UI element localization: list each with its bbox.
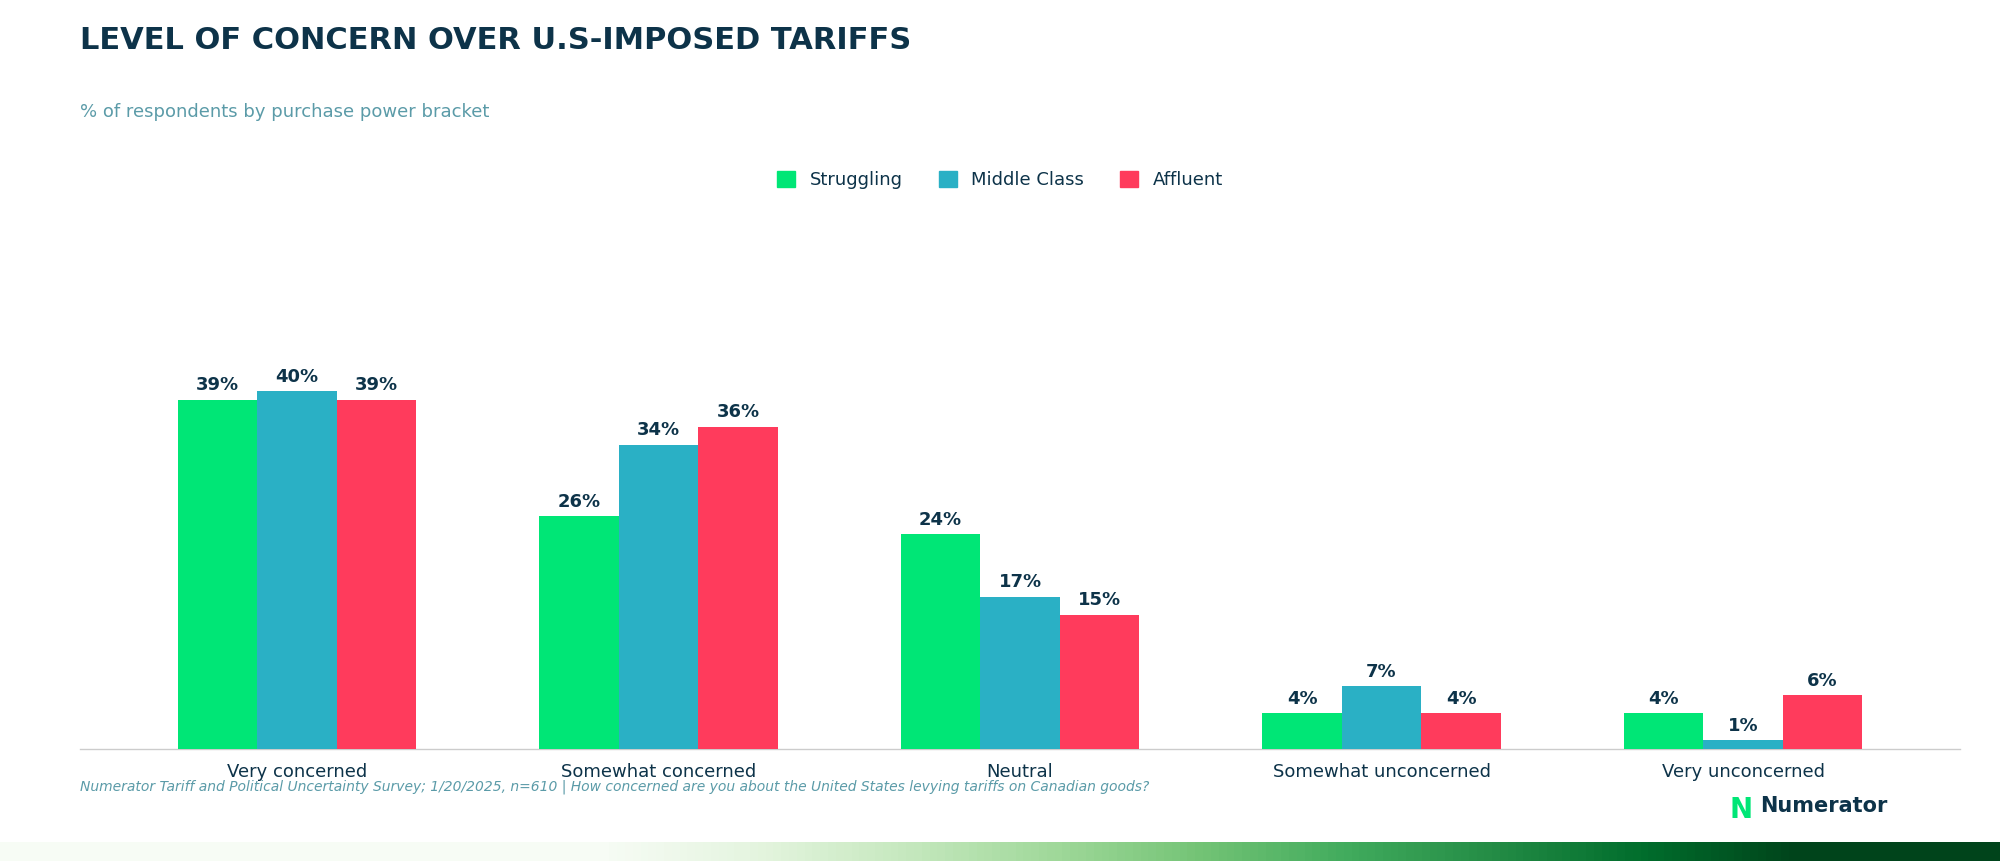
- Bar: [1782, 696, 1862, 749]
- Text: 36%: 36%: [716, 403, 760, 421]
- Text: 34%: 34%: [636, 421, 680, 439]
- Text: 24%: 24%: [918, 511, 962, 529]
- Text: 4%: 4%: [1648, 690, 1678, 708]
- Text: LEVEL OF CONCERN OVER U.S-IMPOSED TARIFFS: LEVEL OF CONCERN OVER U.S-IMPOSED TARIFF…: [80, 26, 912, 55]
- Text: 7%: 7%: [1366, 663, 1396, 681]
- Bar: [1262, 713, 1342, 749]
- Bar: [1422, 713, 1500, 749]
- Bar: [698, 427, 778, 749]
- Text: 4%: 4%: [1446, 690, 1476, 708]
- Bar: [980, 597, 1060, 749]
- Legend: Struggling, Middle Class, Affluent: Struggling, Middle Class, Affluent: [770, 164, 1230, 196]
- Text: 39%: 39%: [354, 376, 398, 394]
- Text: % of respondents by purchase power bracket: % of respondents by purchase power brack…: [80, 103, 490, 121]
- Bar: [1060, 615, 1140, 749]
- Text: Numerator: Numerator: [1760, 796, 1888, 816]
- Bar: [618, 444, 698, 749]
- Bar: [1704, 740, 1782, 749]
- Bar: [540, 517, 618, 749]
- Text: Numerator Tariff and Political Uncertainty Survey; 1/20/2025, n=610 | How concer: Numerator Tariff and Political Uncertain…: [80, 779, 1150, 794]
- Text: 39%: 39%: [196, 376, 238, 394]
- Bar: [178, 400, 258, 749]
- Text: 17%: 17%: [998, 573, 1042, 592]
- Text: 1%: 1%: [1728, 716, 1758, 734]
- Bar: [1342, 686, 1422, 749]
- Text: 4%: 4%: [1286, 690, 1318, 708]
- Text: 40%: 40%: [276, 368, 318, 386]
- Text: N: N: [1730, 796, 1754, 825]
- Text: 26%: 26%: [558, 492, 600, 511]
- Text: 6%: 6%: [1808, 672, 1838, 690]
- Bar: [258, 391, 336, 749]
- Bar: [336, 400, 416, 749]
- Bar: [1624, 713, 1704, 749]
- Text: 15%: 15%: [1078, 592, 1122, 610]
- Bar: [900, 534, 980, 749]
